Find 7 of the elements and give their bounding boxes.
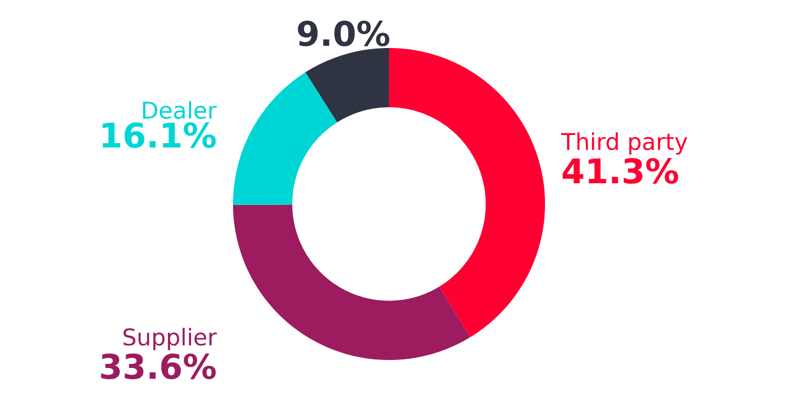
data-label: 41.3% [562,158,678,184]
data-label: 33.6% [101,354,216,380]
slice-label: Third party [561,132,688,155]
data-label: 9.0% [298,20,390,46]
slice-label: Supplier [124,328,217,350]
data-label: 16.1% [102,122,216,148]
slice-label: Dealer [143,101,217,119]
